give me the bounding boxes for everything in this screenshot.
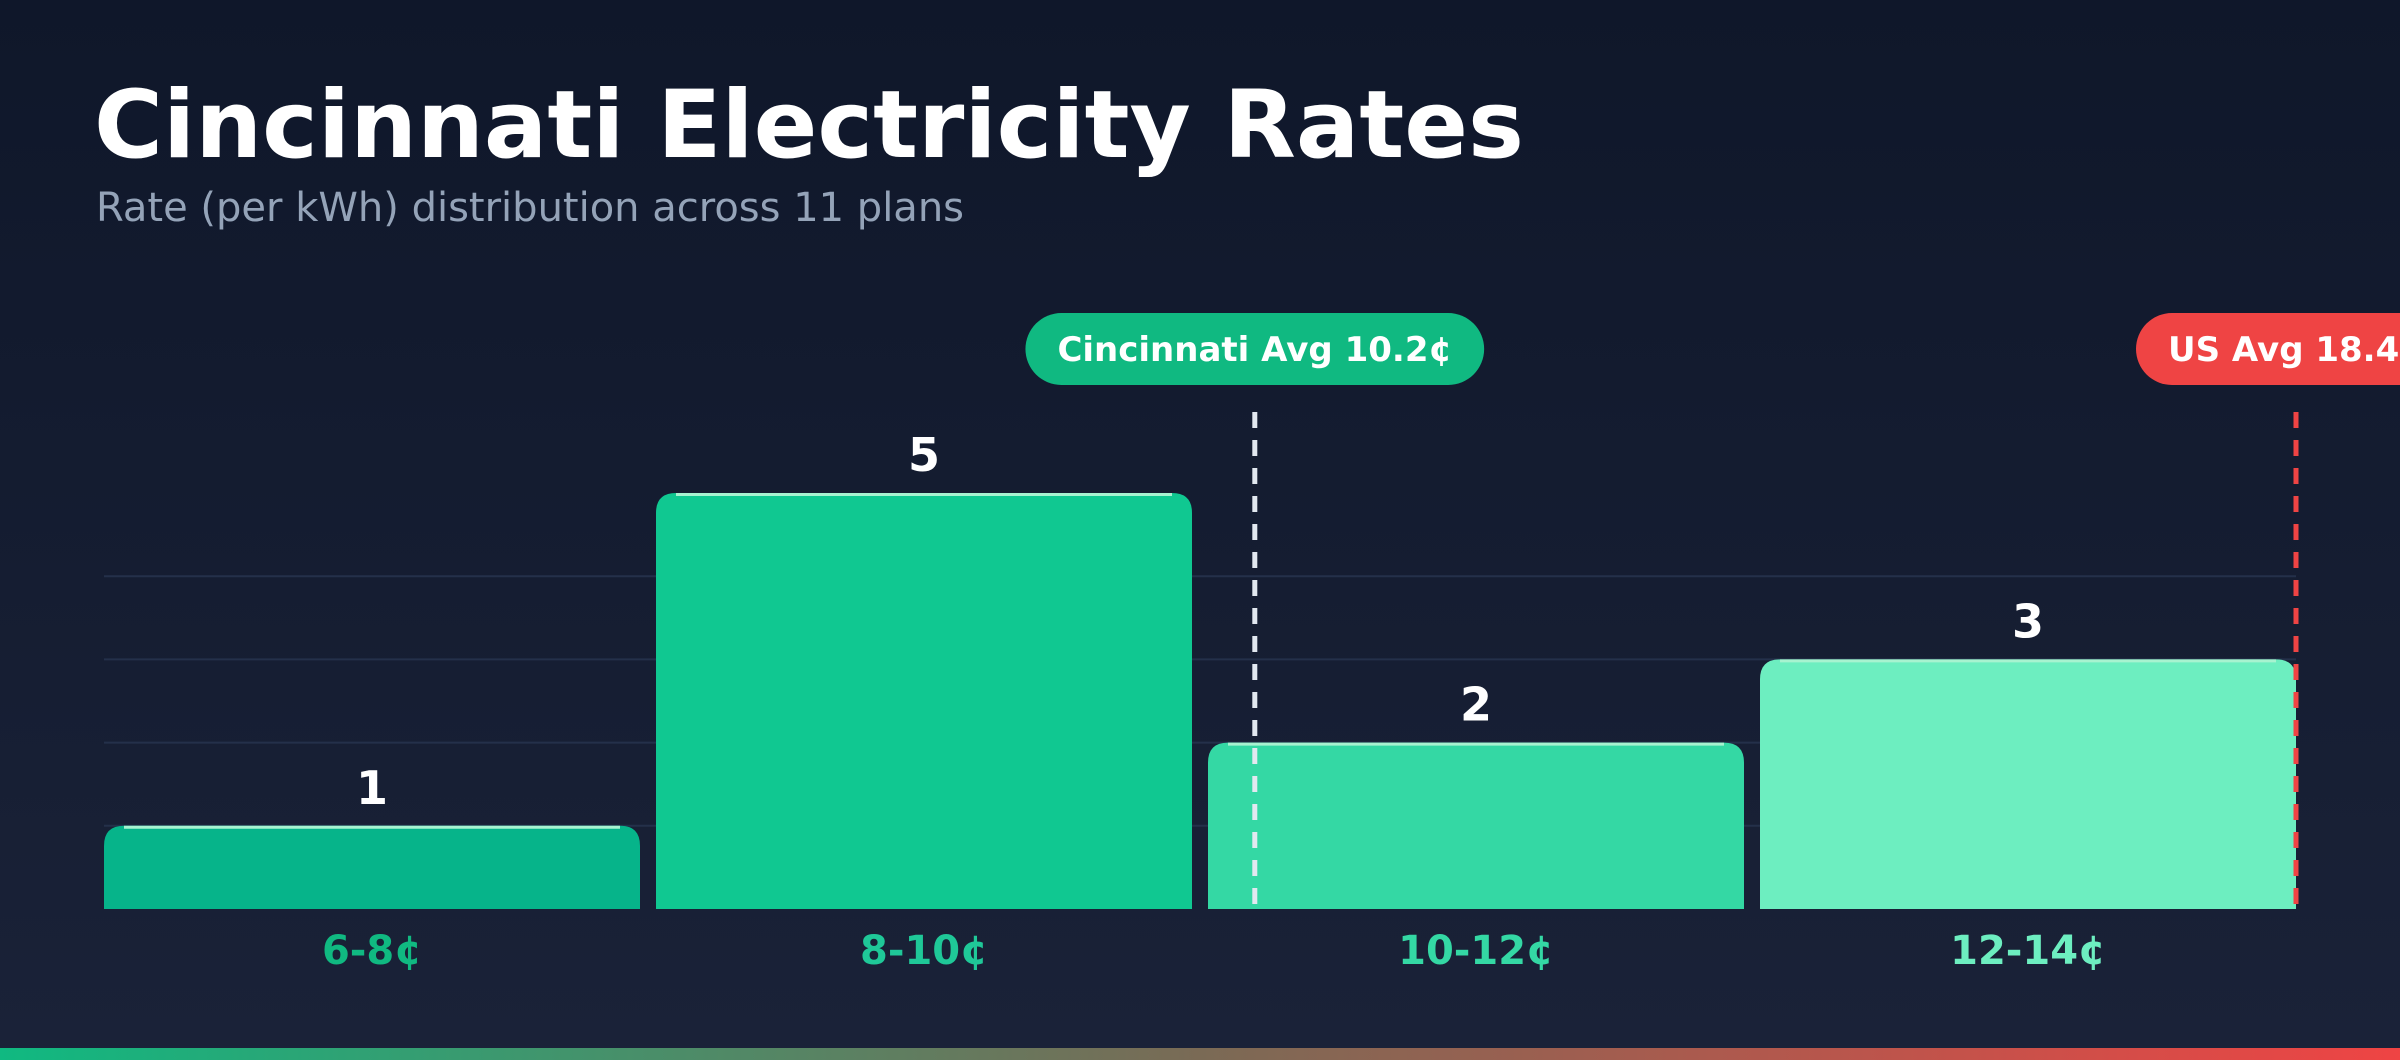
- labels: 1 6-8¢ 5 8-10¢ 2 10-12¢ 3 12-14¢: [322, 428, 2106, 974]
- reference-label-text: US Avg 18.4¢: [2168, 330, 2400, 370]
- bar-value-label: 1: [356, 761, 388, 815]
- bar-value-label: 2: [1460, 678, 1492, 732]
- chart-title: Cincinnati Electricity Rates: [94, 71, 1524, 180]
- accent-gradient-bar: [0, 1048, 2400, 1060]
- reference-label-pill: [2136, 313, 2400, 385]
- reference-label-pill: [1025, 313, 1485, 385]
- bar[interactable]: [104, 825, 640, 909]
- reference-label-text: Cincinnati Avg 10.2¢: [1057, 330, 1452, 370]
- chart-subtitle: Rate (per kWh) distribution across 11 pl…: [96, 185, 965, 231]
- bar-value-label: 3: [2012, 594, 2044, 648]
- bar[interactable]: [656, 493, 1192, 909]
- x-tick-label: 6-8¢: [322, 928, 422, 974]
- bars: [104, 493, 2296, 909]
- x-tick-label: 8-10¢: [860, 928, 988, 974]
- reference-lines: Cincinnati Avg 10.2¢ US Avg 18.4¢: [1025, 313, 2400, 909]
- bar-value-label: 5: [908, 428, 940, 482]
- bar[interactable]: [1208, 742, 1744, 909]
- x-tick-label: 12-14¢: [1950, 928, 2106, 974]
- bar[interactable]: [1760, 659, 2296, 909]
- x-tick-label: 10-12¢: [1398, 928, 1554, 974]
